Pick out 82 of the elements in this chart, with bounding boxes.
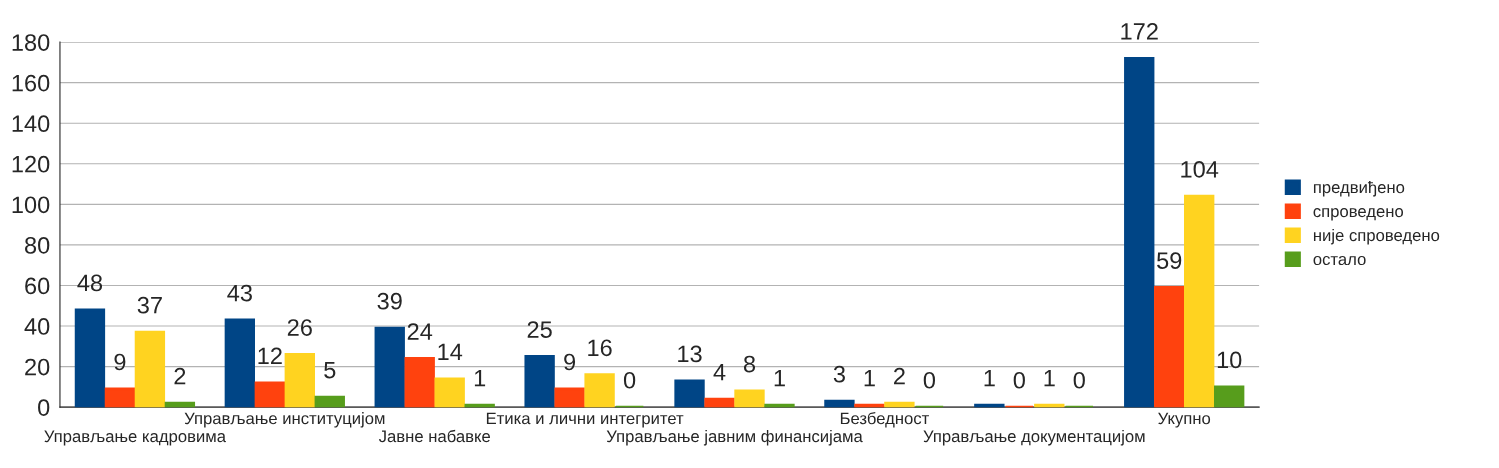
bar (734, 389, 765, 408)
data-label: 1 (774, 370, 785, 387)
x-tick-label: Укупно (1158, 412, 1211, 428)
data-label: 0 (1073, 371, 1085, 389)
bar (764, 403, 795, 408)
legend-label: остало (1313, 255, 1366, 266)
bar (674, 379, 705, 408)
bar (464, 403, 495, 408)
bar (164, 401, 196, 408)
bar (104, 387, 136, 408)
bar (1214, 385, 1245, 408)
bar (824, 399, 855, 408)
bar (524, 355, 555, 408)
legend-label: спроведено (1313, 208, 1404, 221)
data-label: 14 (438, 343, 463, 360)
bar (704, 397, 735, 408)
data-label: 59 (1157, 252, 1182, 269)
data-label: 25 (527, 321, 552, 338)
data-label: 4 (713, 364, 726, 381)
bar (284, 353, 315, 408)
x-tick-label: Безбедност (840, 411, 929, 428)
data-label: 10 (1217, 351, 1242, 369)
data-label: 48 (77, 274, 103, 292)
data-label: 16 (588, 339, 612, 357)
y-tick-label: 20 (25, 358, 50, 376)
y-tick-label: 160 (12, 74, 50, 92)
legend-label: није спроведено (1313, 228, 1440, 245)
y-tick-label: 140 (12, 115, 50, 133)
bar (554, 387, 585, 408)
y-tick-label: 60 (25, 277, 50, 295)
data-label: 8 (743, 355, 756, 373)
bar (584, 373, 615, 408)
data-label: 43 (227, 284, 252, 302)
data-label: 1 (1044, 370, 1055, 387)
data-label: 5 (324, 361, 336, 379)
data-label: 9 (564, 353, 576, 371)
bar (314, 395, 345, 408)
x-tick-label: Управљање документацијом (923, 429, 1145, 446)
data-label: 0 (1013, 371, 1025, 389)
y-tick-label: 180 (12, 34, 50, 51)
bar (974, 403, 1005, 408)
y-tick-label: 0 (38, 399, 50, 416)
bar (404, 357, 435, 408)
data-label: 2 (894, 367, 905, 385)
data-label: 39 (377, 292, 402, 310)
x-tick-label: Етика и лични интегритет (486, 412, 684, 428)
data-label: 26 (287, 319, 312, 336)
data-label: 2 (174, 367, 186, 385)
bar (1034, 403, 1065, 408)
bar (374, 326, 405, 408)
bar (1154, 286, 1185, 408)
bar (1124, 56, 1155, 408)
x-tick-label: Управљање јавним финансијама (606, 429, 863, 446)
y-tick-label: 40 (24, 318, 50, 335)
y-tick-label: 80 (25, 236, 50, 254)
data-label: 1 (864, 370, 875, 387)
x-tick-label: Јавне набавке (378, 429, 491, 443)
data-label: 1 (474, 370, 486, 387)
bar (134, 330, 166, 408)
data-label: 37 (137, 296, 162, 314)
x-tick-label: Управљање институцијом (184, 412, 385, 428)
data-label: 9 (114, 353, 126, 371)
bar (434, 377, 465, 408)
y-tick-label: 100 (12, 196, 50, 214)
data-label: 0 (623, 371, 636, 389)
bar (1184, 194, 1215, 408)
bar (884, 401, 915, 408)
legend-label: предвиђено (1313, 180, 1405, 197)
y-tick-label: 120 (12, 155, 50, 173)
x-tick-label: Управљање кадровима (44, 430, 226, 446)
bar (854, 403, 885, 408)
data-label: 3 (833, 365, 845, 383)
data-label: 172 (1121, 23, 1158, 40)
data-label: 1 (984, 370, 995, 387)
bar (224, 318, 256, 408)
data-label: 104 (1181, 160, 1219, 178)
bar (74, 308, 106, 408)
data-label: 24 (407, 323, 433, 340)
data-label: 12 (258, 347, 282, 365)
data-label: 13 (678, 345, 702, 363)
data-label: 0 (923, 371, 936, 389)
bar (254, 381, 285, 408)
